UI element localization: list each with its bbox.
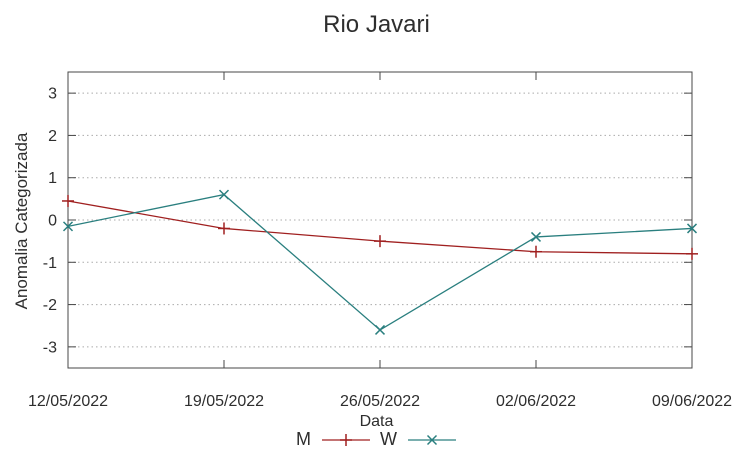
data-point-w [530, 231, 542, 242]
legend-item-w: W [380, 429, 457, 450]
legend-line-cross-marker-icon [408, 434, 456, 445]
plot-border [67, 71, 693, 369]
chart-title: Rio Javari [323, 11, 430, 38]
y-tick-label: -1 [43, 255, 57, 272]
y-tick-label: 3 [48, 86, 57, 103]
legend-label-w: W [380, 429, 397, 449]
x-axis-label: Data [359, 413, 394, 430]
x-tick-label: 26/05/2022 [340, 393, 420, 410]
y-tick-label: 1 [48, 170, 57, 187]
x-tick-label: 02/06/2022 [496, 393, 576, 410]
y-tick-label: -2 [43, 297, 57, 314]
legend-line-plus-marker-icon [322, 433, 370, 446]
legend-item-m: M [296, 429, 371, 450]
x-tick-label: 12/05/2022 [28, 393, 108, 410]
y-tick-label: -3 [43, 339, 57, 356]
x-tick-label: 19/05/2022 [184, 393, 264, 410]
x-tick-label: 09/06/2022 [652, 393, 732, 410]
legend: M W [0, 429, 753, 450]
y-tick-label: 2 [48, 128, 57, 145]
data-point-w [686, 223, 698, 234]
y-tick-label: 0 [48, 213, 57, 230]
data-point-w [218, 189, 230, 200]
data-point-w [374, 324, 386, 335]
data-point-w [62, 221, 74, 232]
legend-label-m: M [296, 429, 311, 449]
legend-sample-marker [426, 434, 438, 445]
